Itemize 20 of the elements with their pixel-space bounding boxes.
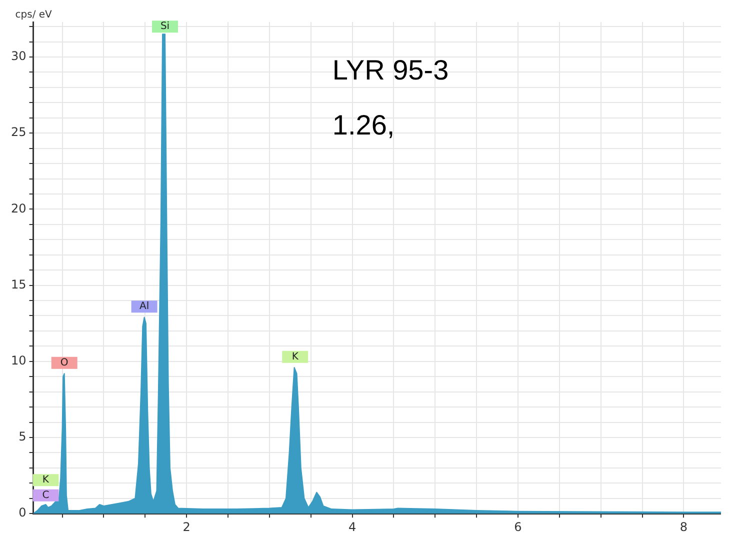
annotation: K [292,351,299,362]
annotation: Al [139,301,150,312]
y-axis-title: cps/ eV [15,10,52,21]
x-tick-label: 4 [348,520,356,534]
y-tick-label: 0 [18,506,26,520]
x-tick-label: 6 [514,520,522,534]
annotation: C [42,490,50,501]
annotation: 1.26, [332,110,395,141]
y-tick-label: 10 [10,354,26,368]
y-tick-label: 20 [10,201,26,216]
y-tick-label: 30 [10,49,26,64]
y-tick-label: 5 [18,430,26,444]
annotation: O [60,358,68,369]
x-tick-label: 8 [680,520,688,534]
y-tick-label: 15 [10,277,26,292]
annotation: K [42,474,50,486]
x-tick-label: 2 [182,520,190,534]
annotation: LYR 95-3 [332,54,449,86]
y-tick-label: 25 [10,125,26,140]
annotation: Si [160,21,170,32]
